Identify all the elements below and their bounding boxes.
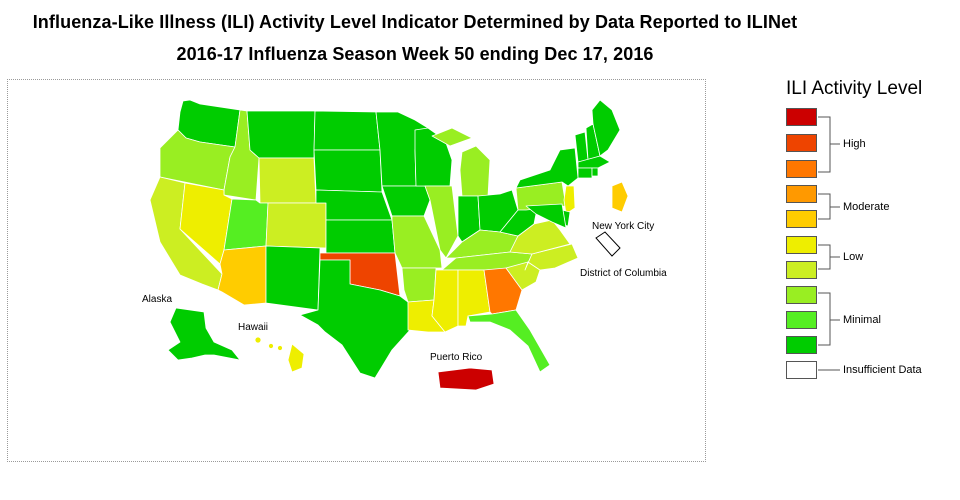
legend-swatch-level-2 bbox=[786, 311, 817, 329]
legend-bracket-minimal bbox=[818, 292, 831, 346]
state-vermont bbox=[574, 131, 589, 163]
map-subtitle: 2016-17 Influenza Season Week 50 ending … bbox=[176, 44, 654, 64]
legend-label-minimal: Minimal bbox=[843, 314, 881, 326]
state-maryland bbox=[525, 203, 567, 229]
label-alaska: Alaska bbox=[142, 294, 172, 305]
state-rhode-island bbox=[591, 167, 599, 177]
legend-swatch-level-10 bbox=[786, 108, 817, 126]
legend-swatch-level-8 bbox=[786, 160, 817, 178]
state-utah bbox=[223, 198, 269, 251]
legend-swatch-level-4 bbox=[786, 261, 817, 279]
territory-puerto-rico bbox=[437, 367, 495, 391]
state-michigan-up bbox=[431, 127, 473, 147]
state-new-york bbox=[515, 147, 579, 189]
legend-bracket-moderate bbox=[818, 193, 831, 220]
state-arizona bbox=[217, 245, 267, 306]
legend-swatch-level-5 bbox=[786, 236, 817, 254]
state-maine bbox=[591, 99, 621, 157]
legend-label-insufficient: Insufficient Data bbox=[843, 364, 922, 376]
legend-title: ILI Activity Level bbox=[786, 78, 923, 99]
legend-bracket-low bbox=[818, 244, 831, 270]
state-alaska bbox=[167, 307, 241, 361]
state-hawaii-islet-2 bbox=[268, 343, 274, 349]
state-new-jersey bbox=[563, 185, 576, 215]
legend-swatch-level-3 bbox=[786, 286, 817, 304]
legend-bracket-high bbox=[818, 116, 831, 173]
state-wyoming bbox=[258, 157, 317, 204]
map-frame bbox=[7, 79, 706, 462]
state-new-mexico bbox=[265, 245, 321, 311]
state-arkansas bbox=[401, 267, 437, 303]
district-of-columbia bbox=[595, 231, 621, 257]
legend-swatch-level-9 bbox=[786, 134, 817, 152]
label-hawaii: Hawaii bbox=[238, 322, 268, 333]
legend-swatch-level-6 bbox=[786, 210, 817, 228]
label-new-york-city: New York City bbox=[592, 221, 654, 232]
state-nebraska bbox=[315, 189, 393, 221]
legend-label-high: High bbox=[843, 138, 866, 150]
state-hawaii-islet-1 bbox=[254, 336, 262, 344]
legend-swatch-level-1 bbox=[786, 336, 817, 354]
state-michigan bbox=[459, 145, 491, 197]
label-district-of-columbia: District of Columbia bbox=[580, 268, 667, 279]
state-hawaii-islet-3 bbox=[277, 345, 283, 351]
city-new-york bbox=[611, 181, 629, 213]
legend-swatch-insufficient bbox=[786, 361, 817, 379]
legend-swatch-level-7 bbox=[786, 185, 817, 203]
state-montana bbox=[246, 110, 316, 159]
state-colorado bbox=[265, 202, 327, 249]
label-puerto-rico: Puerto Rico bbox=[430, 352, 483, 363]
state-florida bbox=[467, 309, 551, 373]
state-connecticut bbox=[577, 167, 593, 179]
state-north-dakota bbox=[313, 110, 381, 151]
legend-label-moderate: Moderate bbox=[843, 201, 890, 213]
state-texas bbox=[299, 259, 411, 379]
state-south-dakota bbox=[313, 149, 383, 193]
map-title: Influenza-Like Illness (ILI) Activity Le… bbox=[32, 12, 798, 32]
state-hawaii bbox=[287, 343, 305, 373]
state-kansas bbox=[325, 219, 396, 254]
state-south-carolina bbox=[505, 261, 541, 291]
legend-label-low: Low bbox=[843, 251, 864, 263]
state-massachusetts bbox=[577, 155, 611, 169]
